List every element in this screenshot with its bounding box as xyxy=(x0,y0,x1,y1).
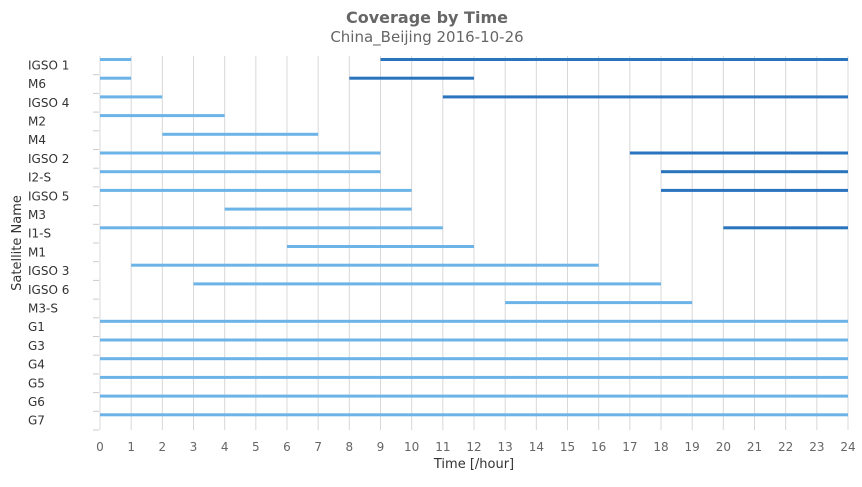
x-axis-title: Time [/hour] xyxy=(433,457,514,472)
coverage-bar xyxy=(100,170,381,174)
x-tick-label: 7 xyxy=(314,440,322,454)
x-tick-label: 16 xyxy=(591,440,606,454)
coverage-bar xyxy=(100,188,412,192)
x-tick-label: 0 xyxy=(96,440,104,454)
x-tick-label: 22 xyxy=(778,440,793,454)
y-axis-title: Satellite Name xyxy=(10,195,25,291)
coverage-bar xyxy=(131,263,599,267)
chart-title: Coverage by Time xyxy=(346,8,508,27)
coverage-bar xyxy=(100,319,848,323)
x-tick-label: 9 xyxy=(377,440,385,454)
coverage-bar xyxy=(100,226,443,230)
x-tick-label: 15 xyxy=(560,440,575,454)
coverage-bar xyxy=(100,95,163,99)
x-tick-label: 11 xyxy=(435,440,450,454)
x-tick-label: 20 xyxy=(716,440,731,454)
coverage-bar xyxy=(100,394,848,398)
category-label: IGSO 4 xyxy=(28,96,69,110)
x-tick-label: 17 xyxy=(622,440,637,454)
category-label: M2 xyxy=(28,114,46,128)
x-tick-label: 1 xyxy=(127,440,135,454)
coverage-bar xyxy=(224,207,412,211)
coverage-bar xyxy=(287,245,474,248)
category-label: M3-S xyxy=(28,301,58,315)
grid-layer xyxy=(99,56,849,430)
category-label: G3 xyxy=(28,339,45,353)
coverage-bar xyxy=(100,58,132,61)
category-label: M1 xyxy=(28,245,46,259)
category-label: IGSO 5 xyxy=(28,189,69,203)
coverage-bar xyxy=(100,338,848,342)
x-tick-label: 12 xyxy=(466,440,481,454)
x-tick-label: 19 xyxy=(685,440,700,454)
coverage-bar xyxy=(100,151,381,155)
coverage-bar xyxy=(629,151,848,155)
x-tick-label: 24 xyxy=(840,440,855,454)
x-tick-label: 13 xyxy=(498,440,513,454)
category-label: M6 xyxy=(28,77,46,91)
category-label: G1 xyxy=(28,320,45,334)
coverage-bar xyxy=(100,413,848,417)
category-label: M4 xyxy=(28,133,46,147)
chart-subtitle: China_Beijing 2016-10-26 xyxy=(330,28,523,47)
x-tick-labels: 0 1 2 3 4 5 6 7 8 9 10 11 12 13 14 15 16 17 18 19 20 21 22 23 24 xyxy=(96,440,855,454)
category-label: IGSO 3 xyxy=(28,264,69,278)
coverage-bar xyxy=(100,114,225,118)
coverage-bar xyxy=(162,132,319,136)
category-label: G5 xyxy=(28,376,45,390)
category-label: IGSO 1 xyxy=(28,58,69,72)
coverage-bar xyxy=(100,357,848,361)
coverage-bar xyxy=(100,375,848,379)
x-tick-label: 21 xyxy=(747,440,762,454)
coverage-bar xyxy=(661,188,848,192)
coverage-bar xyxy=(442,95,848,99)
coverage-bar xyxy=(661,170,848,174)
coverage-bar xyxy=(100,76,132,80)
category-label: IGSO 6 xyxy=(28,283,69,297)
x-tick-label: 2 xyxy=(159,440,167,454)
category-label: I1-S xyxy=(28,227,51,241)
x-tick-label: 5 xyxy=(252,440,260,454)
x-tick-label: 10 xyxy=(404,440,419,454)
x-tick-label: 4 xyxy=(221,440,229,454)
x-tick-label: 6 xyxy=(283,440,291,454)
category-label: G6 xyxy=(28,395,45,409)
category-label: IGSO 2 xyxy=(28,152,69,166)
coverage-bar xyxy=(380,58,848,61)
x-tick-label: 23 xyxy=(809,440,824,454)
x-tick-label: 8 xyxy=(346,440,354,454)
category-label: G7 xyxy=(28,414,45,428)
category-label: G4 xyxy=(28,358,45,372)
coverage-bar xyxy=(723,226,848,230)
coverage-bar xyxy=(193,282,661,286)
x-tick-label: 14 xyxy=(529,440,544,454)
x-tick-label: 18 xyxy=(653,440,668,454)
category-label: I2-S xyxy=(28,171,51,185)
category-label: M3 xyxy=(28,208,46,222)
y-category-labels: IGSO 1 M6 IGSO 4 M2 M4 IGSO 2 I2-S IGSO 5 M3 I1-S… xyxy=(28,58,99,431)
coverage-bars xyxy=(100,58,848,417)
coverage-bar xyxy=(349,76,474,80)
coverage-bar xyxy=(505,301,693,305)
x-tick-label: 3 xyxy=(190,440,198,454)
